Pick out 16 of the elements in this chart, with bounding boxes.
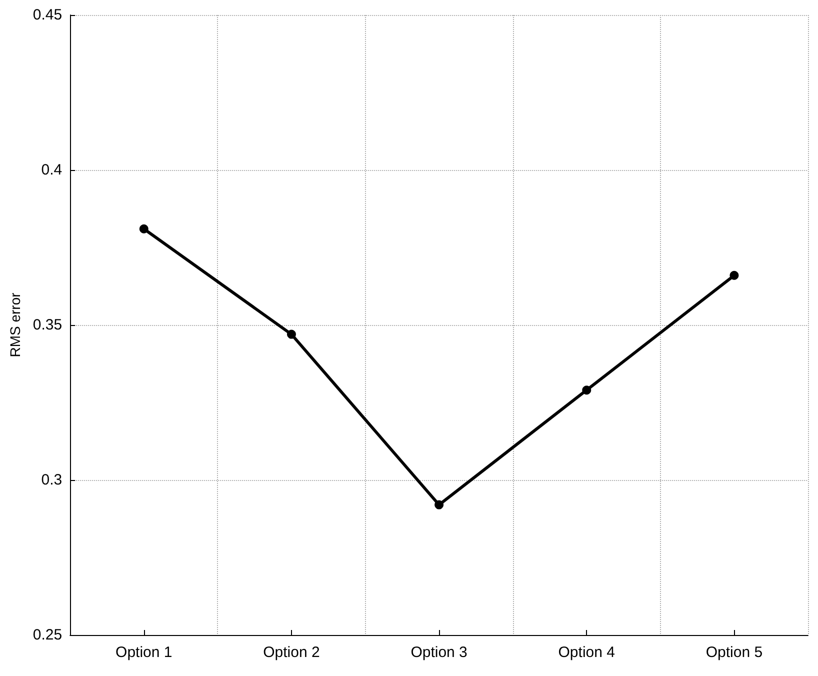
point bbox=[730, 270, 739, 280]
point bbox=[434, 500, 444, 510]
x-tick-label: Option 1 bbox=[116, 644, 172, 661]
y-tick-label: 0.3 bbox=[41, 472, 62, 488]
x-tick-label: Option 2 bbox=[263, 644, 320, 661]
y-axis-title: RMS error bbox=[7, 292, 23, 358]
y-tick-label: 0.25 bbox=[32, 626, 62, 644]
x-tick-label: Option 3 bbox=[410, 644, 468, 661]
x-tick-label: Option 5 bbox=[706, 644, 763, 661]
point bbox=[139, 224, 148, 234]
point bbox=[286, 330, 296, 339]
y-tick-label: 0.35 bbox=[32, 316, 62, 334]
y-tick-label: 0.45 bbox=[32, 6, 62, 24]
y-tick-label: 0.4 bbox=[41, 162, 62, 178]
x-tick-label: Option 4 bbox=[558, 644, 615, 661]
point bbox=[582, 386, 592, 395]
